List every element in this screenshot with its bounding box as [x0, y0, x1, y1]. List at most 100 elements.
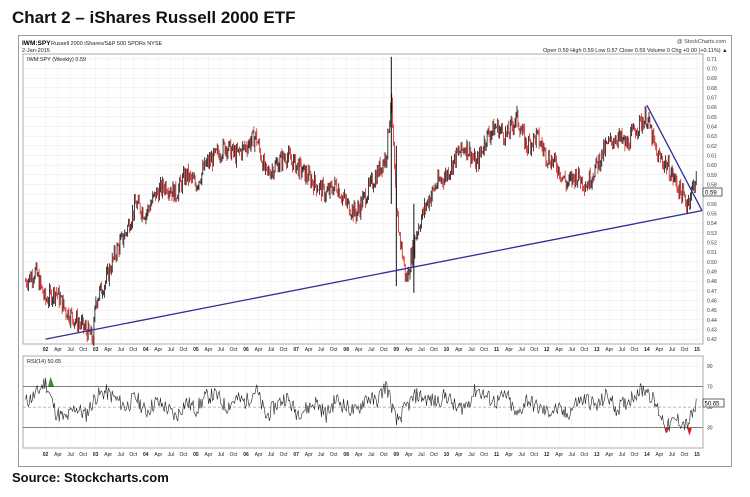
rsi-x-tick-label: Oct	[79, 452, 87, 458]
symbol-label: IWM:SPY	[22, 40, 51, 47]
rsi-x-tick-label: 02	[43, 452, 49, 458]
rsi-x-tick-label: Apr	[54, 452, 62, 458]
price-y-tick-label: 0.44	[707, 318, 717, 324]
price-x-tick-label: Oct	[480, 347, 488, 353]
rsi-x-tick-label: Jul	[569, 452, 575, 458]
price-x-tick-label: 14	[644, 347, 650, 353]
rsi-last-value-label: 50.65	[705, 402, 721, 408]
price-y-tick-label: 0.52	[707, 241, 717, 247]
price-x-tick-label: Jul	[118, 347, 124, 353]
rsi-x-tick-label: Oct	[129, 452, 137, 458]
rsi-x-axis: 02 Apr Jul Oct 03 Apr Jul Oct 04 Apr Jul Oct 05 Apr Ju…	[43, 452, 700, 458]
price-x-tick-label: Jul	[268, 347, 274, 353]
rsi-x-tick-label: 09	[394, 452, 400, 458]
rsi-x-tick-label: 14	[644, 452, 650, 458]
price-grid	[23, 54, 703, 344]
price-x-tick-label: 07	[293, 347, 299, 353]
price-x-tick-label: Apr	[305, 347, 313, 353]
price-y-tick-label: 0.51	[707, 250, 717, 256]
price-x-tick-label: 12	[544, 347, 550, 353]
rsi-x-tick-label: Jul	[418, 452, 424, 458]
price-y-tick-label: 0.55	[707, 212, 717, 218]
rsi-panel: RSI(14) 50.65 30 50 70 90 50.65	[22, 355, 725, 449]
price-y-tick-label: 0.65	[707, 115, 717, 121]
price-x-axis: 02 Apr Jul Oct 03 Apr Jul Oct 04 Apr Jul Oct 05 Apr Ju…	[43, 347, 700, 353]
rsi-x-tick-label: Apr	[555, 452, 563, 458]
price-x-tick-label: 09	[394, 347, 400, 353]
price-x-tick-label: Apr	[405, 347, 413, 353]
rsi-x-tick-label: 08	[343, 452, 349, 458]
source-note: Source: Stockcharts.com	[12, 470, 169, 485]
price-y-tick-label: 0.68	[707, 86, 717, 92]
trendlines	[45, 104, 703, 340]
price-x-tick-label: 13	[594, 347, 600, 353]
price-y-tick-label: 0.45	[707, 308, 717, 314]
rsi-x-tick-label: Jul	[168, 452, 174, 458]
price-y-tick-label: 0.58	[707, 183, 717, 189]
rsi-x-tick-label: Jul	[468, 452, 474, 458]
rsi-x-tick-label: Apr	[305, 452, 313, 458]
rsi-x-tick-label: Jul	[67, 452, 73, 458]
rsi-y-tick-label: 90	[707, 364, 713, 370]
price-x-tick-label: Oct	[580, 347, 588, 353]
price-x-tick-label: Oct	[179, 347, 187, 353]
price-x-tick-label: Jul	[67, 347, 73, 353]
rsi-y-tick-label: 70	[707, 385, 713, 391]
price-y-tick-label: 0.61	[707, 154, 717, 160]
rsi-x-tick-label: Jul	[368, 452, 374, 458]
rsi-x-tick-label: Oct	[179, 452, 187, 458]
price-x-tick-label: Apr	[605, 347, 613, 353]
price-x-tick-label: Apr	[656, 347, 664, 353]
price-x-tick-label: 15	[694, 347, 700, 353]
rsi-y-tick-label: 50	[707, 405, 713, 411]
rsi-x-tick-label: Apr	[255, 452, 263, 458]
rsi-x-tick-label: 06	[243, 452, 249, 458]
falling-resistance-trendline	[646, 104, 703, 211]
price-y-tick-label: 0.67	[707, 96, 717, 102]
rsi-x-tick-label: Oct	[380, 452, 388, 458]
price-y-tick-label: 0.63	[707, 134, 717, 140]
last-value-label: 0.59	[705, 191, 717, 197]
rsi-x-tick-label: Oct	[280, 452, 288, 458]
price-y-tick-label: 0.42	[707, 337, 717, 343]
rsi-x-tick-label: Apr	[355, 452, 363, 458]
price-y-tick-label: 0.62	[707, 144, 717, 150]
price-x-tick-label: Oct	[430, 347, 438, 353]
watermark: @ StockCharts.com	[677, 39, 726, 45]
rsi-x-tick-label: Apr	[104, 452, 112, 458]
rsi-last-value-marker: 50.65	[702, 398, 725, 408]
rsi-x-tick-label: 15	[694, 452, 700, 458]
rsi-x-tick-label: Apr	[405, 452, 413, 458]
rsi-x-tick-label: Oct	[480, 452, 488, 458]
rsi-x-tick-label: Jul	[669, 452, 675, 458]
price-x-tick-label: Oct	[681, 347, 689, 353]
rsi-x-tick-label: Oct	[630, 452, 638, 458]
price-x-tick-label: Jul	[168, 347, 174, 353]
rsi-x-tick-label: Jul	[268, 452, 274, 458]
price-x-tick-label: Apr	[54, 347, 62, 353]
price-x-tick-label: Jul	[468, 347, 474, 353]
price-x-tick-label: 05	[193, 347, 199, 353]
rsi-x-tick-label: Jul	[218, 452, 224, 458]
rsi-x-tick-label: Jul	[318, 452, 324, 458]
rsi-y-axis: 30 50 70 90	[707, 364, 713, 431]
price-x-tick-label: Apr	[154, 347, 162, 353]
rsi-overbought-fill	[48, 376, 55, 387]
price-x-tick-label: Jul	[518, 347, 524, 353]
rsi-x-tick-label: Jul	[619, 452, 625, 458]
price-y-tick-label: 0.59	[707, 173, 717, 179]
chart-date: 2-Jan-2015	[22, 48, 50, 54]
price-legend: IWM:SPY (Weekly) 0.59	[27, 57, 86, 63]
ohlc-readout: Open 0.59 High 0.59 Low 0.57 Close 0.59 …	[543, 48, 728, 54]
rsi-x-tick-label: Oct	[230, 452, 238, 458]
price-y-tick-label: 0.46	[707, 299, 717, 305]
rsi-x-tick-label: Oct	[681, 452, 689, 458]
price-x-tick-label: Apr	[555, 347, 563, 353]
rsi-legend: RSI(14) 50.65	[27, 359, 61, 365]
rising-support-trendline	[45, 209, 703, 340]
price-y-tick-label: 0.43	[707, 328, 717, 334]
price-x-tick-label: Apr	[455, 347, 463, 353]
rsi-x-tick-label: 07	[293, 452, 299, 458]
rsi-x-tick-label: 11	[494, 452, 500, 458]
page-title: Chart 2 – iShares Russell 2000 ETF	[12, 8, 296, 27]
